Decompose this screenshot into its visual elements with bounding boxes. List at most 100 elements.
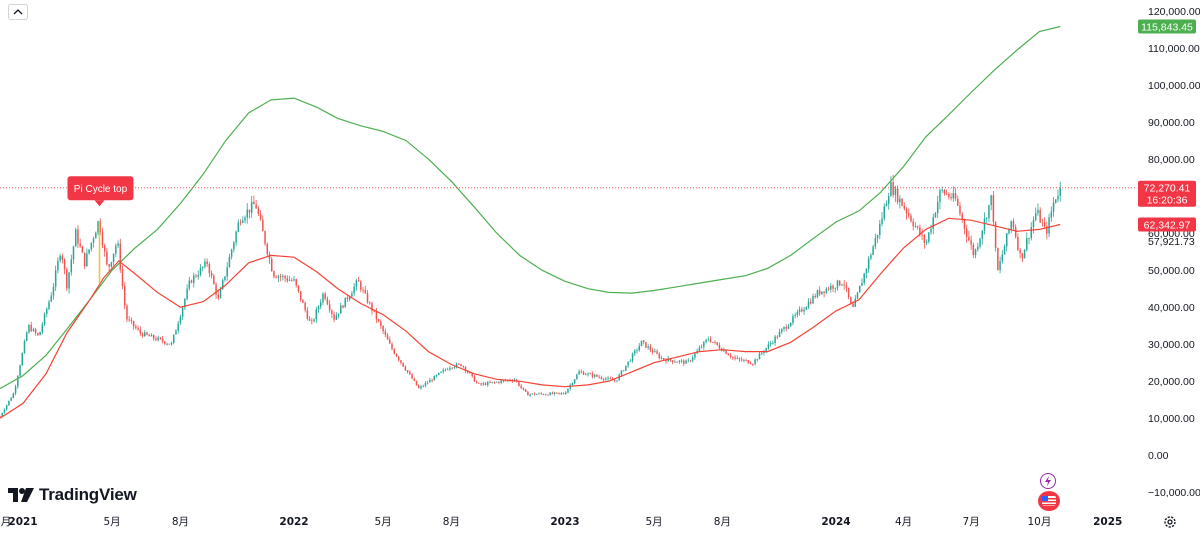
candle[interactable] [894, 185, 897, 202]
ma-short-line[interactable] [0, 217, 1061, 419]
candle[interactable] [912, 218, 914, 231]
candle[interactable] [108, 263, 110, 272]
candle[interactable] [596, 374, 598, 378]
candle[interactable] [605, 377, 607, 381]
candle[interactable] [585, 372, 587, 376]
candle[interactable] [571, 382, 574, 387]
ma-long-line[interactable] [0, 25, 1061, 390]
candle[interactable] [745, 358, 747, 362]
candle[interactable] [816, 289, 819, 299]
candle[interactable] [538, 392, 540, 395]
candle[interactable] [660, 355, 663, 360]
candle[interactable] [3, 408, 6, 414]
candle[interactable] [616, 380, 618, 383]
candle[interactable] [665, 358, 667, 364]
candle[interactable] [591, 371, 594, 379]
candle[interactable] [752, 363, 754, 367]
candle[interactable] [10, 396, 12, 402]
candle[interactable] [440, 371, 442, 374]
candle[interactable] [683, 359, 685, 367]
candle[interactable] [487, 380, 489, 387]
candle[interactable] [794, 312, 796, 319]
candle[interactable] [90, 242, 93, 252]
candle[interactable] [137, 325, 139, 332]
candle[interactable] [540, 392, 542, 395]
candle[interactable] [950, 192, 952, 201]
candle[interactable] [19, 364, 21, 378]
candle[interactable] [484, 381, 487, 386]
candle[interactable] [273, 270, 275, 279]
candle[interactable] [758, 351, 761, 360]
candle[interactable] [524, 388, 527, 393]
candle[interactable] [589, 372, 591, 375]
candle[interactable] [424, 381, 427, 388]
candle[interactable] [228, 253, 231, 268]
candle[interactable] [233, 241, 235, 253]
candle[interactable] [132, 320, 135, 330]
candle[interactable] [52, 282, 55, 300]
candle[interactable] [602, 378, 605, 382]
candle[interactable] [455, 362, 458, 369]
candle[interactable] [573, 378, 576, 385]
candle[interactable] [856, 291, 859, 300]
candle[interactable] [50, 292, 52, 303]
candle[interactable] [1048, 213, 1050, 238]
candle[interactable] [14, 384, 17, 396]
candle[interactable] [600, 375, 603, 380]
candle[interactable] [201, 266, 204, 272]
candle[interactable] [264, 230, 266, 246]
candle[interactable] [446, 367, 449, 371]
candle[interactable] [311, 317, 313, 325]
candle[interactable] [781, 327, 783, 335]
candle[interactable] [135, 324, 137, 330]
candle[interactable] [703, 341, 705, 350]
candle[interactable] [609, 376, 612, 380]
candle[interactable] [553, 391, 556, 396]
candle[interactable] [562, 392, 565, 395]
candle[interactable] [558, 392, 560, 395]
candle[interactable] [691, 355, 694, 363]
candle[interactable] [765, 347, 767, 354]
candle[interactable] [121, 265, 124, 290]
candle[interactable] [337, 313, 340, 319]
candle[interactable] [426, 380, 429, 385]
candle[interactable] [74, 227, 77, 247]
annotation-label-box[interactable] [67, 176, 134, 201]
candle[interactable] [818, 286, 821, 297]
candle[interactable] [253, 195, 255, 205]
candle[interactable] [21, 352, 24, 366]
candle[interactable] [841, 283, 843, 287]
candle[interactable] [627, 361, 629, 368]
candle[interactable] [870, 253, 872, 261]
candle[interactable] [28, 323, 30, 334]
candle[interactable] [865, 267, 868, 279]
candle[interactable] [736, 355, 738, 360]
candle[interactable] [83, 252, 86, 270]
candle[interactable] [340, 302, 342, 314]
candle[interactable] [845, 281, 848, 292]
candle[interactable] [155, 336, 157, 342]
candle[interactable] [1010, 220, 1012, 234]
candle[interactable] [199, 264, 202, 277]
candle[interactable] [576, 373, 578, 380]
candle[interactable] [1006, 233, 1008, 252]
candle[interactable] [885, 200, 888, 207]
candle[interactable] [438, 372, 440, 376]
candle[interactable] [458, 362, 460, 365]
candle[interactable] [364, 285, 367, 294]
candle[interactable] [248, 209, 251, 219]
candle[interactable] [275, 275, 277, 279]
candle[interactable] [61, 253, 64, 264]
candle[interactable] [961, 212, 963, 223]
candle[interactable] [674, 359, 676, 363]
candle[interactable] [778, 328, 781, 338]
candle[interactable] [812, 293, 814, 304]
candle[interactable] [783, 326, 785, 332]
candle[interactable] [63, 258, 66, 275]
candle[interactable] [1043, 217, 1046, 229]
candle[interactable] [887, 192, 890, 210]
candle[interactable] [106, 248, 108, 266]
candle[interactable] [789, 322, 792, 328]
candle[interactable] [785, 324, 787, 332]
candle[interactable] [518, 380, 520, 387]
